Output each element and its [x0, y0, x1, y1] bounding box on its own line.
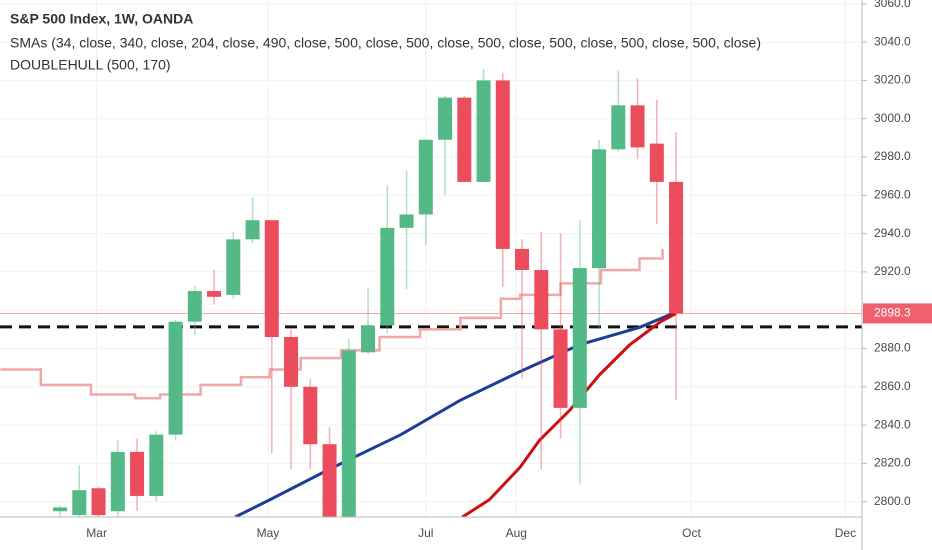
chart-title: S&P 500 Index, 1W, OANDA [10, 11, 193, 27]
candle-body [149, 434, 164, 496]
indicator-line [461, 312, 677, 517]
candle-body [130, 451, 145, 496]
candle-body [630, 105, 645, 148]
indicator-label: SMAs (34, close, 340, close, 204, close,… [10, 35, 761, 51]
candle-body [72, 490, 87, 516]
candle-body [187, 291, 202, 322]
y-tick-label: 3020.0 [874, 73, 911, 87]
candle-body [380, 227, 395, 326]
candle-body [592, 149, 607, 269]
candle-body [110, 451, 125, 512]
y-tick-label: 3060.0 [874, 0, 911, 10]
candle-body [322, 444, 337, 517]
candle-body [611, 105, 626, 150]
indicator-line [234, 310, 677, 517]
candle-body [457, 97, 472, 182]
candle-body [361, 325, 376, 353]
candle-body [553, 329, 568, 408]
candle-body [399, 214, 414, 228]
y-tick-label: 2880.0 [874, 341, 911, 355]
y-tick-label: 2940.0 [874, 226, 911, 240]
candle-body [495, 80, 510, 249]
candle-body [91, 488, 106, 516]
candle-body [515, 248, 530, 270]
candle-body [476, 80, 491, 182]
y-tick-label: 2860.0 [874, 379, 911, 393]
candle-body [418, 139, 433, 215]
last-price-label: 2898.3 [874, 306, 911, 320]
x-tick-label: Aug [506, 526, 527, 540]
y-tick-label: 2920.0 [874, 264, 911, 278]
x-tick-label: Dec [835, 526, 856, 540]
candle-body [53, 507, 68, 512]
candle-body [303, 386, 318, 445]
candle-body [207, 291, 222, 297]
x-tick-label: Jul [418, 526, 433, 540]
indicator-label: DOUBLEHULL (500, 170) [10, 57, 171, 73]
y-tick-label: 2800.0 [874, 494, 911, 508]
y-tick-label: 2980.0 [874, 149, 911, 163]
y-tick-label: 3000.0 [874, 111, 911, 125]
candle-body [438, 97, 453, 140]
candle-body [245, 220, 260, 240]
grid [0, 0, 862, 517]
candle-body [669, 181, 684, 314]
y-tick-label: 2820.0 [874, 456, 911, 470]
candle-body [226, 239, 241, 295]
candle-body [341, 350, 356, 517]
last-price-box [863, 303, 932, 324]
candle-body [168, 321, 183, 435]
plot-area [0, 68, 862, 517]
x-tick-label: May [257, 526, 280, 540]
candle-body [572, 268, 587, 408]
candle-body [284, 337, 299, 387]
indicator-line [0, 248, 664, 400]
x-tick-label: Oct [682, 526, 701, 540]
x-tick-label: Mar [86, 526, 107, 540]
candle-body [264, 220, 279, 338]
y-tick-label: 3040.0 [874, 34, 911, 48]
axes: 2800.02820.02840.02860.02880.02900.02920… [86, 0, 932, 540]
candle-body [649, 143, 664, 182]
candle-body [534, 269, 549, 330]
y-tick-label: 2960.0 [874, 187, 911, 201]
y-tick-label: 2840.0 [874, 417, 911, 431]
